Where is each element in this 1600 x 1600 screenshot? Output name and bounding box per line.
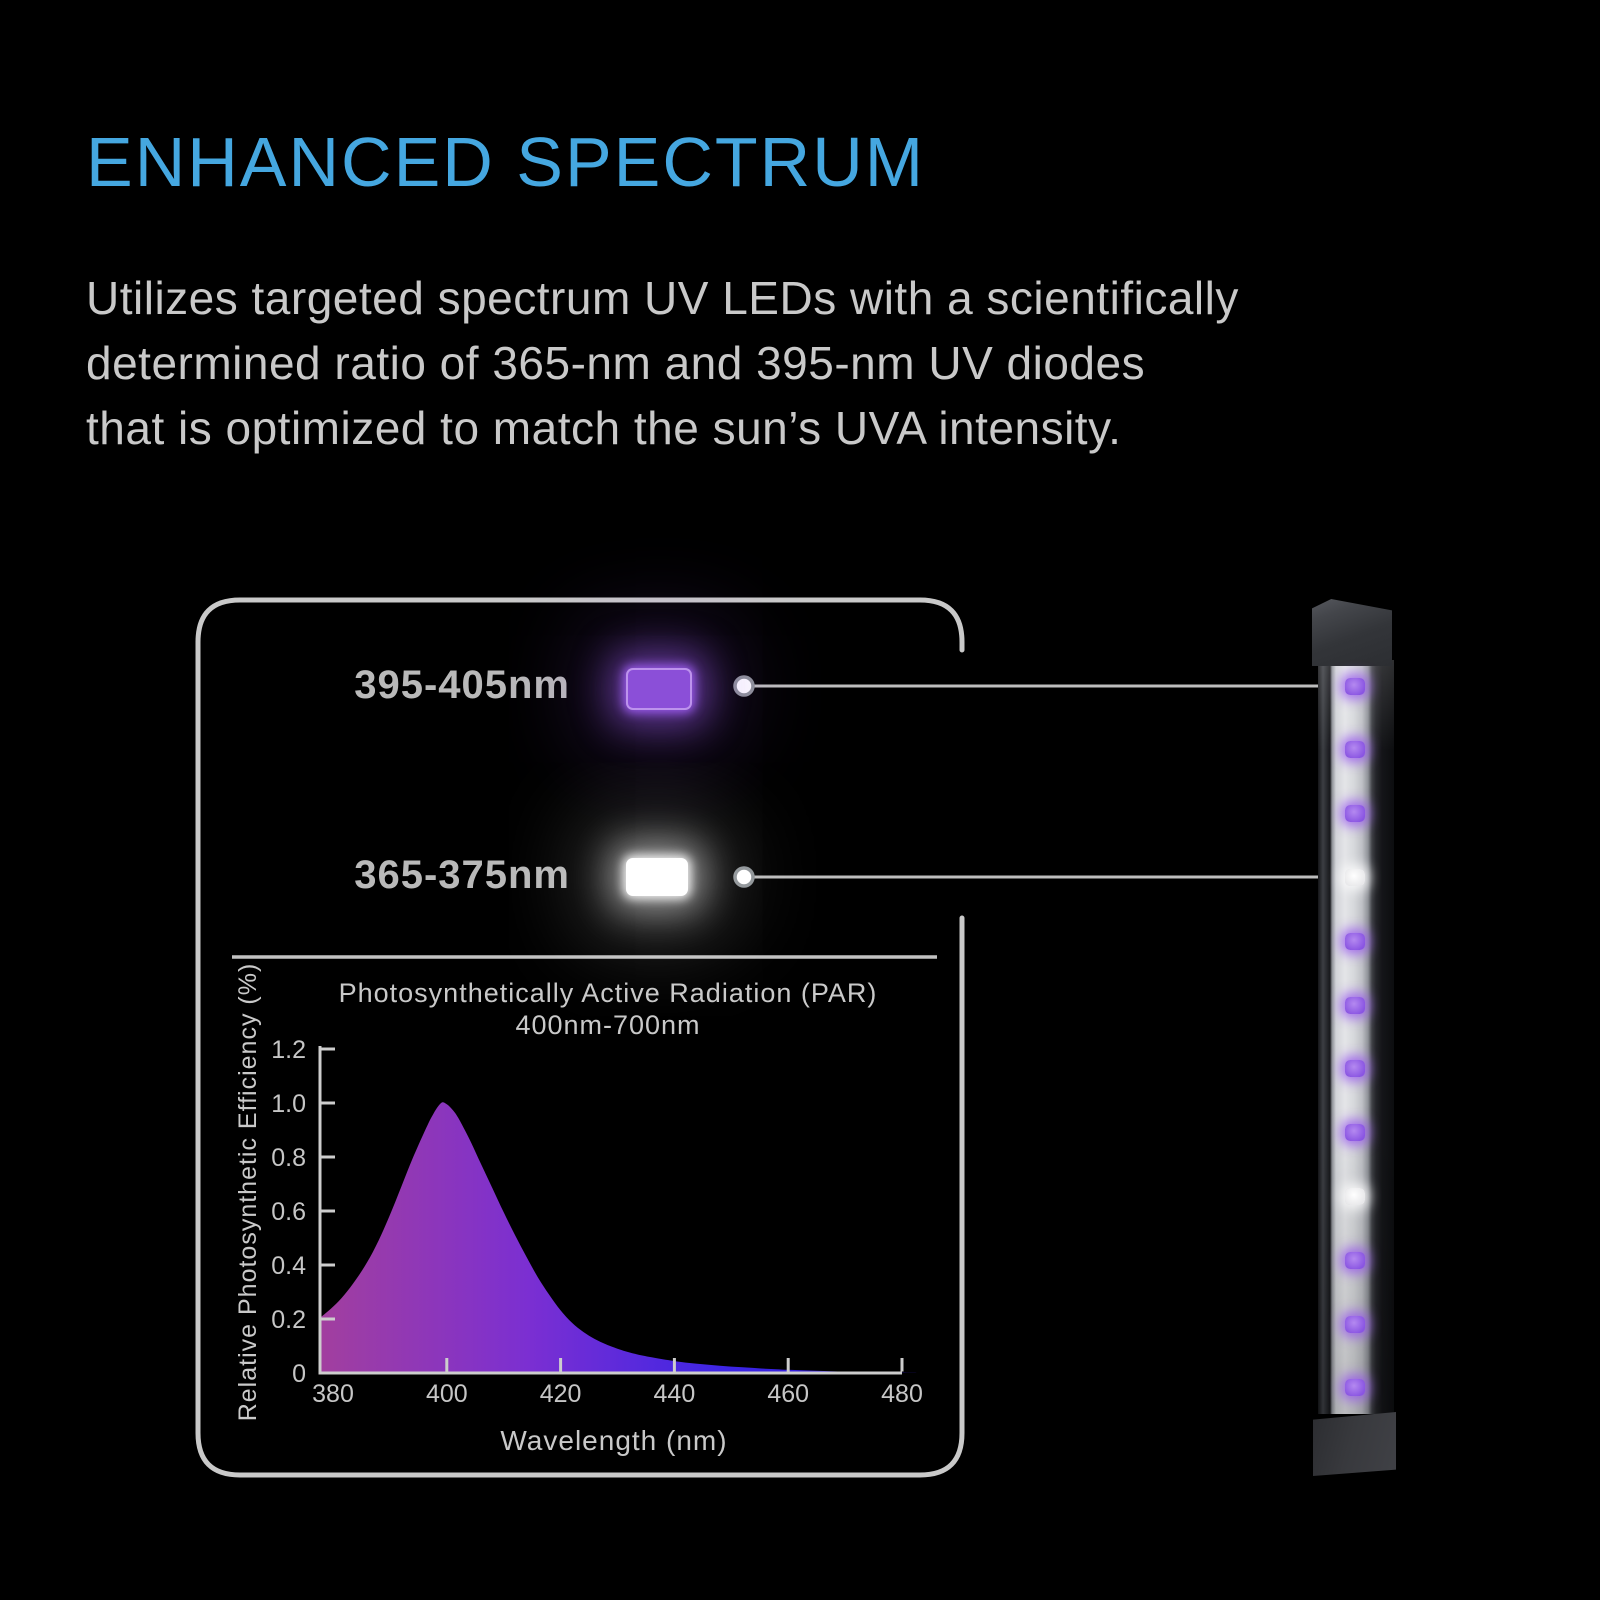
chart-axes [318, 1046, 902, 1375]
purple-led-dot [1345, 1251, 1365, 1269]
wavelength-label-395-405: 395-405nm [354, 663, 570, 707]
y-tick-label: 0.6 [271, 1198, 306, 1226]
y-tick-label: 0.2 [271, 1306, 306, 1334]
uv-light-bar [1312, 599, 1396, 1483]
purple-led-dot [1345, 1060, 1365, 1078]
fixture-bottom-cap [1313, 1412, 1396, 1476]
y-tick-label: 1.2 [271, 1036, 306, 1064]
purple-led-dot [1345, 1124, 1365, 1142]
x-tick-label: 380 [312, 1380, 354, 1408]
x-tick-label: 400 [426, 1380, 468, 1408]
y-tick-label: 0 [292, 1360, 306, 1388]
chart-subtitle: 400nm-700nm [515, 1010, 700, 1040]
info-panel-outline [195, 597, 965, 1478]
description-line: that is optimized to match the sun’s UVA… [86, 402, 1122, 454]
purple-led-dot [1345, 996, 1365, 1014]
x-axis-ticks: 380 400 420 440 460 480 [312, 1358, 923, 1408]
x-tick-label: 420 [540, 1380, 582, 1408]
x-tick-label: 460 [767, 1380, 809, 1408]
wavelength-label-365-375: 365-375nm [354, 853, 570, 897]
purple-led-dot [1345, 805, 1365, 823]
y-tick-label: 0.4 [271, 1252, 306, 1280]
y-tick-label: 0.8 [271, 1144, 306, 1172]
description-line: determined ratio of 365-nm and 395-nm UV… [86, 337, 1146, 389]
y-tick-label: 1.0 [271, 1090, 306, 1118]
spectrum-curve [318, 1102, 920, 1373]
par-chart: 0 0.2 0.4 0.6 0.8 1.0 1.2 380 400 420 440 460 480 P… [234, 963, 923, 1456]
x-tick-label: 440 [654, 1380, 696, 1408]
fixture-top-cap [1312, 599, 1392, 666]
white-led-dot [1345, 868, 1365, 886]
purple-led-dot [1345, 1379, 1365, 1397]
purple-led-dot [1345, 932, 1365, 950]
purple-led-dot [1345, 1315, 1365, 1333]
chart-title: Photosynthetically Active Radiation (PAR… [339, 978, 878, 1008]
y-axis-label: Relative Photosynthetic Efficiency (%) [234, 963, 262, 1422]
connector-dot-icon [733, 675, 755, 697]
x-tick-label: 480 [881, 1380, 923, 1408]
white-led-dot [1345, 1187, 1365, 1205]
page-title: ENHANCED SPECTRUM [86, 123, 926, 201]
description-line: Utilizes targeted spectrum UV LEDs with … [86, 272, 1239, 324]
purple-led-dot [1345, 741, 1365, 759]
purple-led-dot [1345, 677, 1365, 695]
led-swatch-purple [626, 668, 692, 710]
page-description: Utilizes targeted spectrum UV LEDs with … [86, 266, 1239, 461]
led-swatch-white [626, 858, 688, 896]
fixture-body [1318, 660, 1394, 1414]
connector-dot-icon [733, 866, 755, 888]
y-axis-ticks: 0 0.2 0.4 0.6 0.8 1.0 1.2 [271, 1036, 335, 1388]
x-axis-label: Wavelength (nm) [500, 1425, 727, 1456]
